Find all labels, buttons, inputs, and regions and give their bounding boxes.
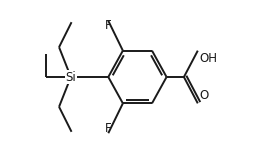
Text: O: O <box>199 89 209 102</box>
Text: OH: OH <box>199 52 217 65</box>
Text: F: F <box>105 122 112 135</box>
Text: Si: Si <box>66 71 76 83</box>
Text: F: F <box>105 19 112 32</box>
